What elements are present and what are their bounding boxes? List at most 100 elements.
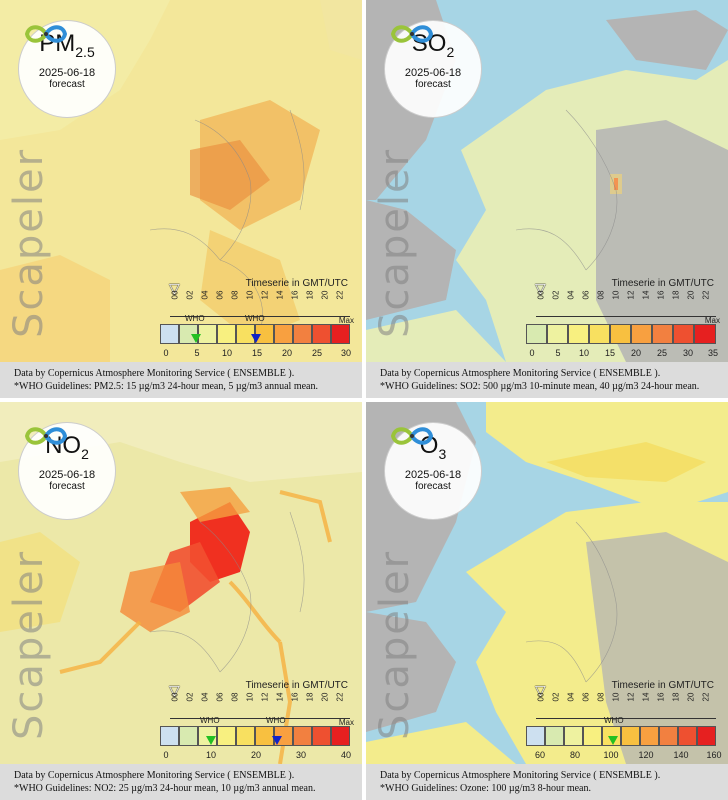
no2-hour-12[interactable]: 12	[260, 692, 270, 702]
o3-hour-22[interactable]: 22	[701, 692, 711, 702]
o3-source: Data by Copernicus Atmosphere Monitoring…	[380, 770, 661, 781]
so2-date: 2025-06-18	[404, 66, 462, 79]
pm25-hour-08[interactable]: 08	[230, 290, 240, 300]
pm25-tick-2: 10	[221, 348, 233, 358]
o3-tick-1: 80	[569, 750, 581, 760]
o3-tick-4: 140	[673, 750, 689, 760]
no2-hour-14[interactable]: 14	[275, 692, 285, 702]
so2-hour-18[interactable]: 18	[671, 290, 681, 300]
so2-hour-08[interactable]: 08	[596, 290, 606, 300]
panel-pm25: PM2.5 2025-06-18 forecast Scapeler Times…	[0, 0, 362, 398]
so2-tick-5: 25	[656, 348, 668, 358]
pm25-hour-10[interactable]: 10	[245, 290, 255, 300]
o3-hour-06[interactable]: 06	[581, 692, 591, 702]
no2-legend-bin-8	[293, 726, 312, 746]
so2-hour-14[interactable]: 14	[641, 290, 651, 300]
so2-legend-bin-7	[652, 324, 673, 344]
no2-hour-18[interactable]: 18	[305, 692, 315, 702]
so2-timeserie-label: Timeserie in GMT/UTC	[611, 278, 714, 289]
infinity-logo-icon	[24, 427, 68, 445]
no2-legend-bin-9	[312, 726, 331, 746]
o3-color-legend	[526, 726, 720, 748]
so2-tick-0: 0	[529, 348, 535, 358]
no2-hour-16[interactable]: 16	[290, 692, 300, 702]
o3-current-hour-arrow-icon: ▽	[535, 682, 546, 698]
no2-who-label-annual: WHO	[266, 716, 286, 725]
pm25-hour-00[interactable]: 00	[170, 290, 180, 300]
no2-hour-20[interactable]: 20	[320, 692, 330, 702]
pm25-hour-18[interactable]: 18	[305, 290, 315, 300]
pm25-pollutant-sub: 2.5	[75, 43, 95, 60]
o3-hour-08[interactable]: 08	[596, 692, 606, 702]
o3-hour-20[interactable]: 20	[686, 692, 696, 702]
pm25-hour-20[interactable]: 20	[320, 290, 330, 300]
no2-hour-06[interactable]: 06	[215, 692, 225, 702]
o3-who-label: WHO	[604, 716, 624, 725]
no2-current-hour-arrow-icon: ▽	[169, 682, 180, 698]
o3-legend-bin-4	[583, 726, 602, 746]
so2-hour-04[interactable]: 04	[566, 290, 576, 300]
pm25-legend-bin-10	[331, 324, 350, 344]
pm25-hour-14[interactable]: 14	[275, 290, 285, 300]
o3-hour-04[interactable]: 04	[566, 692, 576, 702]
so2-hour-20[interactable]: 20	[686, 290, 696, 300]
so2-legend-bin-6	[631, 324, 652, 344]
pm25-legend-bin-8	[293, 324, 312, 344]
pm25-hour-04[interactable]: 04	[200, 290, 210, 300]
no2-source: Data by Copernicus Atmosphere Monitoring…	[14, 770, 295, 781]
pm25-hour-12[interactable]: 12	[260, 290, 270, 300]
o3-pollutant-sub: 3	[438, 445, 447, 462]
o3-legend-bin-1	[526, 726, 545, 746]
o3-legend-bin-3	[564, 726, 583, 746]
no2-tick-2: 20	[250, 750, 262, 760]
o3-legend-bin-9	[678, 726, 697, 746]
no2-tick-0: 0	[163, 750, 169, 760]
no2-guideline: *WHO Guidelines: NO2: 25 µg/m3 24-hour m…	[14, 783, 316, 794]
no2-pollutant-sub: 2	[81, 445, 89, 462]
o3-hour-12[interactable]: 12	[626, 692, 636, 702]
no2-hour-10[interactable]: 10	[245, 692, 255, 702]
pm25-current-hour-arrow-icon: ▽	[169, 280, 180, 296]
so2-tick-7: 35	[707, 348, 719, 358]
o3-hour-10[interactable]: 10	[611, 692, 621, 702]
so2-hour-12[interactable]: 12	[626, 290, 636, 300]
so2-hour-16[interactable]: 16	[656, 290, 666, 300]
pm25-hour-06[interactable]: 06	[215, 290, 225, 300]
map-o3: O3 2025-06-18 forecast Scapeler Timeseri…	[366, 402, 728, 764]
map-so2: SO2 2025-06-18 forecast Scapeler Timeser…	[366, 0, 728, 362]
no2-legend-max: Max	[338, 718, 354, 727]
so2-legend-max: Max	[704, 316, 720, 325]
pm25-legend-bin-1	[160, 324, 179, 344]
no2-hour-02[interactable]: 02	[185, 692, 195, 702]
o3-legend-bin-7	[640, 726, 659, 746]
pm25-hour-02[interactable]: 02	[185, 290, 195, 300]
o3-tick-5: 160	[706, 750, 722, 760]
no2-hour-00[interactable]: 00	[170, 692, 180, 702]
so2-hour-00[interactable]: 00	[536, 290, 546, 300]
pm25-hour-22[interactable]: 22	[335, 290, 345, 300]
so2-hour-06[interactable]: 06	[581, 290, 591, 300]
pm25-hour-16[interactable]: 16	[290, 290, 300, 300]
infinity-logo-icon	[390, 427, 434, 445]
o3-hour-18[interactable]: 18	[671, 692, 681, 702]
so2-hour-10[interactable]: 10	[611, 290, 621, 300]
pm25-color-legend: Max	[160, 316, 354, 346]
infinity-logo-icon	[390, 25, 434, 43]
no2-hour-08[interactable]: 08	[230, 692, 240, 702]
no2-hour-04[interactable]: 04	[200, 692, 210, 702]
o3-timeserie-label: Timeserie in GMT/UTC	[611, 680, 714, 691]
o3-hour-14[interactable]: 14	[641, 692, 651, 702]
no2-who-annual-marker-icon	[272, 736, 282, 745]
so2-tick-6: 30	[682, 348, 694, 358]
o3-hour-16[interactable]: 16	[656, 692, 666, 702]
no2-hour-22[interactable]: 22	[335, 692, 345, 702]
no2-legend-bin-1	[160, 726, 179, 746]
so2-legend-ticks: 0 5 10 15 20 25 30 35	[526, 348, 720, 360]
map-no2: NO2 2025-06-18 forecast Scapeler Timeser…	[0, 402, 362, 764]
pm25-legend-max: Max	[338, 316, 354, 325]
o3-hour-00[interactable]: 00	[536, 692, 546, 702]
o3-hour-02[interactable]: 02	[551, 692, 561, 702]
so2-hour-02[interactable]: 02	[551, 290, 561, 300]
so2-pollutant-sub: 2	[446, 43, 455, 60]
so2-hour-22[interactable]: 22	[701, 290, 711, 300]
